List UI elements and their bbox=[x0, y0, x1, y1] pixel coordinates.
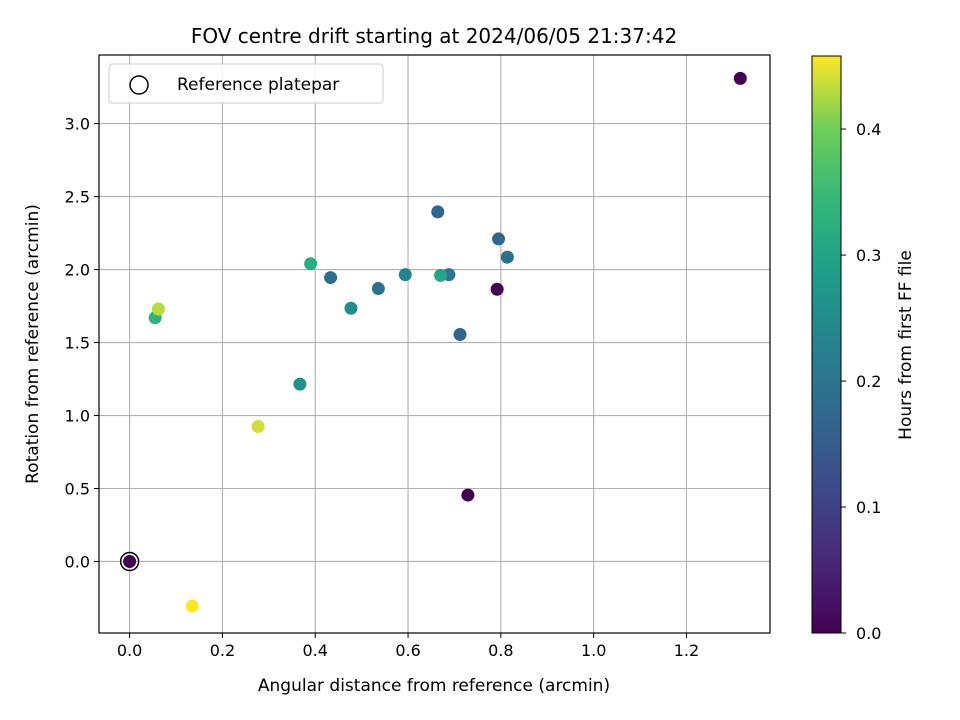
data-points bbox=[119, 71, 747, 613]
data-point bbox=[398, 268, 412, 282]
y-tick-label: 1.5 bbox=[65, 334, 90, 353]
y-tick-label: 0.0 bbox=[65, 552, 90, 571]
data-point bbox=[431, 205, 445, 219]
legend-marker-reference bbox=[129, 75, 149, 95]
x-axis-ticks: 0.0 0.2 0.4 0.6 0.8 1.0 1.2 bbox=[117, 633, 699, 660]
data-point bbox=[151, 302, 165, 316]
x-tick-label: 0.2 bbox=[210, 641, 235, 660]
data-point bbox=[324, 271, 338, 285]
x-axis-label: Angular distance from reference (arcmin) bbox=[258, 676, 610, 696]
data-point bbox=[453, 328, 467, 342]
x-tick-label: 1.2 bbox=[674, 641, 699, 660]
colorbar bbox=[811, 55, 842, 634]
data-point bbox=[371, 282, 385, 296]
data-point bbox=[344, 301, 358, 315]
x-tick-label: 0.6 bbox=[395, 641, 420, 660]
y-tick-label: 2.0 bbox=[65, 261, 90, 280]
x-tick-label: 1.0 bbox=[581, 641, 606, 660]
legend-label-reference: Reference platepar bbox=[177, 75, 339, 95]
colorbar-tick-label: 0.3 bbox=[856, 246, 881, 265]
chart-title: FOV centre drift starting at 2024/06/05 … bbox=[191, 24, 677, 48]
y-tick-label: 2.5 bbox=[65, 188, 90, 207]
gridlines bbox=[99, 55, 770, 633]
y-axis-label: Rotation from reference (arcmin) bbox=[23, 204, 43, 484]
data-point bbox=[304, 257, 318, 271]
x-tick-label: 0.4 bbox=[303, 641, 328, 660]
y-tick-label: 3.0 bbox=[65, 115, 90, 134]
data-point bbox=[490, 282, 504, 296]
colorbar-tick-label: 0.0 bbox=[856, 624, 881, 643]
reference-marker bbox=[119, 551, 140, 572]
data-point bbox=[500, 250, 514, 264]
y-tick-label: 0.5 bbox=[65, 480, 90, 499]
colorbar-tick-label: 0.4 bbox=[856, 120, 881, 139]
y-tick-label: 1.0 bbox=[65, 407, 90, 426]
colorbar-label: Hours from first FF file bbox=[896, 250, 916, 440]
colorbar-ticks: 0.0 0.1 0.2 0.3 0.4 bbox=[841, 120, 881, 643]
legend-box bbox=[108, 63, 384, 104]
colorbar-tick-label: 0.2 bbox=[856, 372, 881, 391]
y-axis-ticks: 0.0 0.5 1.0 1.5 2.0 2.5 3.0 bbox=[65, 115, 99, 571]
legend: Reference platepar bbox=[108, 63, 384, 104]
data-point bbox=[293, 377, 307, 391]
data-point bbox=[434, 268, 448, 282]
data-point bbox=[733, 71, 747, 85]
plot-frame bbox=[98, 54, 771, 634]
data-point bbox=[492, 232, 506, 246]
data-point bbox=[185, 599, 199, 613]
colorbar-tick-label: 0.1 bbox=[856, 498, 881, 517]
x-tick-label: 0.8 bbox=[488, 641, 513, 660]
data-point bbox=[123, 554, 137, 568]
data-point bbox=[251, 419, 265, 433]
data-point bbox=[461, 488, 475, 502]
x-tick-label: 0.0 bbox=[117, 641, 142, 660]
